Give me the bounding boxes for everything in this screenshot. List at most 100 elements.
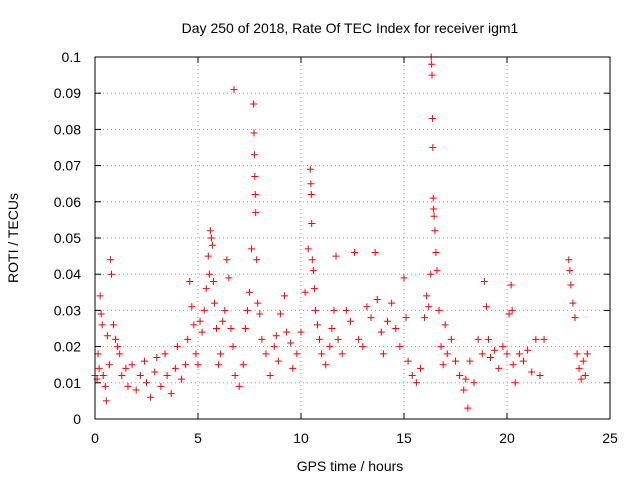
data-point [289,364,297,372]
data-point [503,350,511,358]
data-point [480,277,488,285]
data-point [235,382,243,390]
data-point [338,350,346,358]
x-tick-label: 25 [602,430,618,446]
data-point [308,256,316,264]
data-point [101,382,109,390]
data-point [246,288,253,296]
data-point [276,310,284,318]
data-point [182,361,190,369]
data-point [239,361,247,369]
data-point [482,303,490,311]
data-point [225,274,233,282]
data-point [243,306,251,314]
data-point [511,379,519,387]
data-point [507,281,515,289]
chart-title: Day 250 of 2018, Rate Of TEC Index for r… [182,20,519,36]
data-point [306,165,314,173]
data-point [230,86,238,94]
data-point [283,328,291,336]
data-point [579,357,587,365]
data-point [308,220,316,228]
data-point [114,343,122,351]
y-tick-label: 0.02 [54,339,81,355]
data-point [143,379,150,387]
data-point [253,256,261,264]
data-point [573,350,581,358]
data-point [464,404,472,412]
x-tick-label: 10 [293,430,309,446]
data-point [258,335,266,343]
data-point [437,343,445,351]
data-point [392,325,400,332]
data-point [202,285,210,293]
x-tick-label: 5 [194,430,202,446]
data-point [251,172,259,180]
data-point [423,292,431,300]
data-point [204,252,212,260]
data-point [430,205,438,213]
data-point [215,361,223,369]
data-point [487,353,495,361]
data-point [428,60,436,68]
data-point [474,335,482,343]
data-point [251,191,259,199]
data-point [421,314,429,322]
data-point [495,364,503,372]
data-point [351,248,359,256]
data-point [252,209,260,217]
data-point [118,372,126,380]
data-point [171,364,179,372]
data-point [318,350,326,358]
plot-frame [94,56,611,420]
data-point [359,343,367,351]
data-point [270,343,278,351]
data-point [229,343,237,351]
data-point [136,372,144,380]
data-point [412,379,420,387]
data-point [433,267,441,275]
data-point [470,379,478,387]
y-tick-label: 0 [73,411,81,427]
data-point [250,100,258,108]
data-point [322,361,330,369]
data-point [112,335,120,343]
data-point [499,343,507,351]
data-point [157,382,165,390]
data-point [328,325,336,332]
data-point [208,241,216,249]
data-point [384,317,392,325]
data-point [210,299,218,307]
x-tick-label: 0 [91,430,99,446]
data-point [575,364,583,372]
data-point [540,335,548,343]
data-point [107,270,115,278]
data-point [430,212,438,220]
data-point [198,328,206,336]
y-tick-label: 0.01 [54,375,81,391]
data-point [581,372,589,380]
data-point [428,115,436,123]
data-point [147,393,155,401]
data-point [583,350,591,358]
data-point [287,339,295,347]
data-point [536,372,544,380]
x-axis-label: GPS time / hours [297,458,404,474]
data-point [310,285,318,293]
data-point [505,310,513,318]
data-point [98,321,106,329]
data-point [432,248,440,256]
data-point [431,227,439,235]
data-point [297,328,305,336]
data-point [462,375,470,383]
data-point [313,321,321,329]
data-points [91,53,591,412]
y-tick-label: 0.04 [54,266,81,282]
data-point [400,274,408,282]
data-point [163,372,171,380]
data-point [153,353,161,361]
data-point [190,321,198,329]
data-point [173,343,181,351]
data-point [326,343,334,351]
